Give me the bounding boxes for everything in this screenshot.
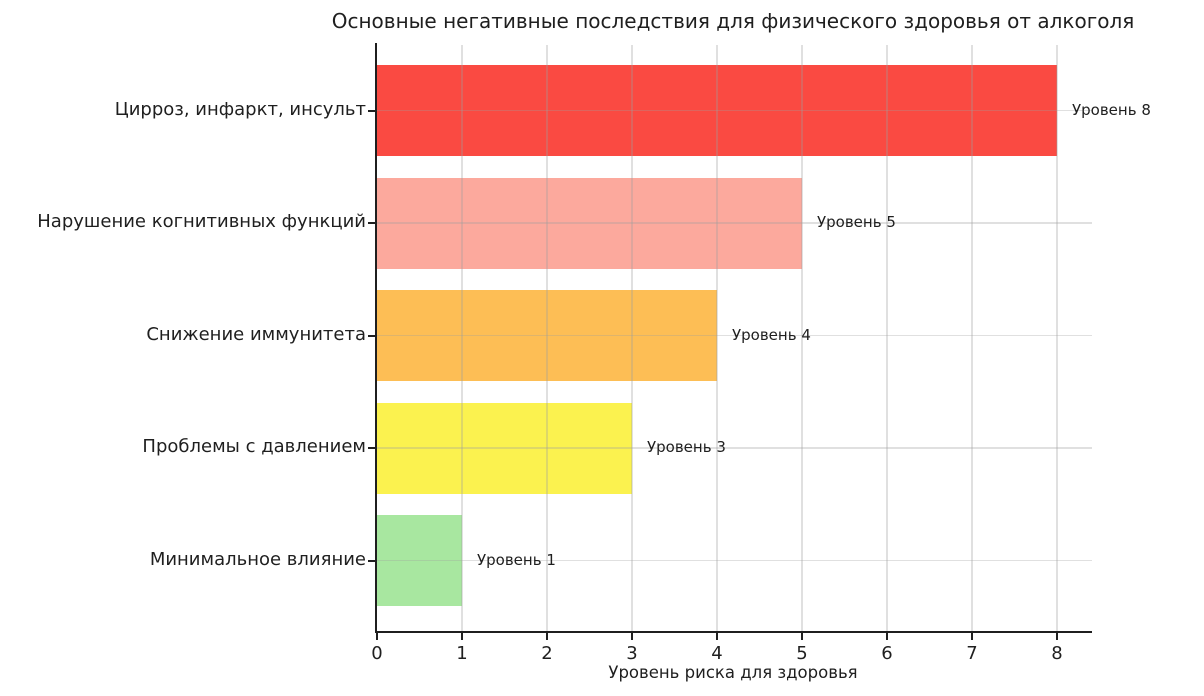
x-tick-mark bbox=[971, 633, 973, 640]
x-tick-label: 5 bbox=[796, 643, 808, 664]
vertical-gridline bbox=[1056, 45, 1058, 631]
vertical-gridline bbox=[886, 45, 888, 631]
bar-value-label: Уровень 4 bbox=[732, 325, 811, 344]
bar-value-label: Уровень 3 bbox=[647, 438, 726, 456]
category-label: Нарушение когнитивных функций bbox=[37, 211, 366, 232]
x-tick-label: 7 bbox=[966, 643, 978, 664]
vertical-gridline bbox=[546, 45, 548, 631]
plot-area: Уровень 8 Уровень 5 Уровень 4 Уровень 3 Уров… bbox=[377, 45, 1151, 631]
bar-value-label: Уровень 5 bbox=[817, 213, 896, 231]
x-tick-mark bbox=[886, 633, 888, 640]
x-tick-label: 3 bbox=[626, 643, 638, 664]
x-axis-spine bbox=[375, 631, 1092, 633]
y-tick-mark bbox=[368, 334, 376, 337]
x-tick-label: 0 bbox=[371, 643, 383, 664]
vertical-gridline bbox=[631, 45, 633, 631]
category-label: Снижение иммунитета bbox=[146, 323, 366, 345]
horizontal-gridline bbox=[377, 109, 1092, 112]
x-tick-label: 1 bbox=[456, 643, 468, 664]
x-tick-label: 2 bbox=[541, 643, 553, 664]
x-tick-mark bbox=[631, 633, 633, 640]
x-tick-label: 6 bbox=[881, 643, 893, 664]
bar-value-label: Уровень 8 bbox=[1072, 100, 1151, 119]
x-tick-mark bbox=[1056, 633, 1058, 640]
horizontal-gridline bbox=[377, 334, 1092, 337]
bar-3 bbox=[377, 290, 717, 381]
y-tick-mark bbox=[368, 447, 376, 449]
x-tick-mark bbox=[376, 633, 378, 640]
vertical-gridline bbox=[716, 45, 718, 631]
x-tick-mark bbox=[546, 633, 548, 640]
vertical-gridline bbox=[461, 45, 463, 631]
category-label: Цирроз, инфаркт, инсульт bbox=[114, 98, 366, 120]
vertical-gridline bbox=[971, 45, 973, 631]
y-tick-mark bbox=[368, 109, 376, 112]
y-axis-spine bbox=[375, 43, 377, 633]
x-tick-mark bbox=[801, 633, 803, 640]
x-tick-label: 8 bbox=[1051, 643, 1063, 664]
horizontal-gridline bbox=[377, 559, 1092, 562]
bar-1 bbox=[377, 65, 1057, 156]
chart-title: Основные негативные последствия для физи… bbox=[331, 9, 1135, 33]
horizontal-gridline bbox=[377, 222, 1092, 224]
bar-5 bbox=[377, 515, 462, 606]
category-label: Проблемы с давлением bbox=[142, 436, 366, 457]
y-tick-mark bbox=[368, 222, 376, 224]
bar-4 bbox=[377, 402, 632, 494]
y-tick-mark bbox=[368, 559, 376, 562]
x-tick-label: 4 bbox=[711, 643, 723, 664]
category-label: Минимальное влияние bbox=[149, 548, 366, 570]
x-axis-label: Уровень риска для здоровья bbox=[608, 663, 858, 682]
x-tick-mark bbox=[716, 633, 718, 640]
vertical-gridline bbox=[801, 45, 803, 631]
x-tick-mark bbox=[461, 633, 463, 640]
bar-2 bbox=[377, 177, 802, 269]
bar-value-label: Уровень 1 bbox=[477, 550, 556, 569]
horizontal-gridline bbox=[377, 447, 1092, 449]
